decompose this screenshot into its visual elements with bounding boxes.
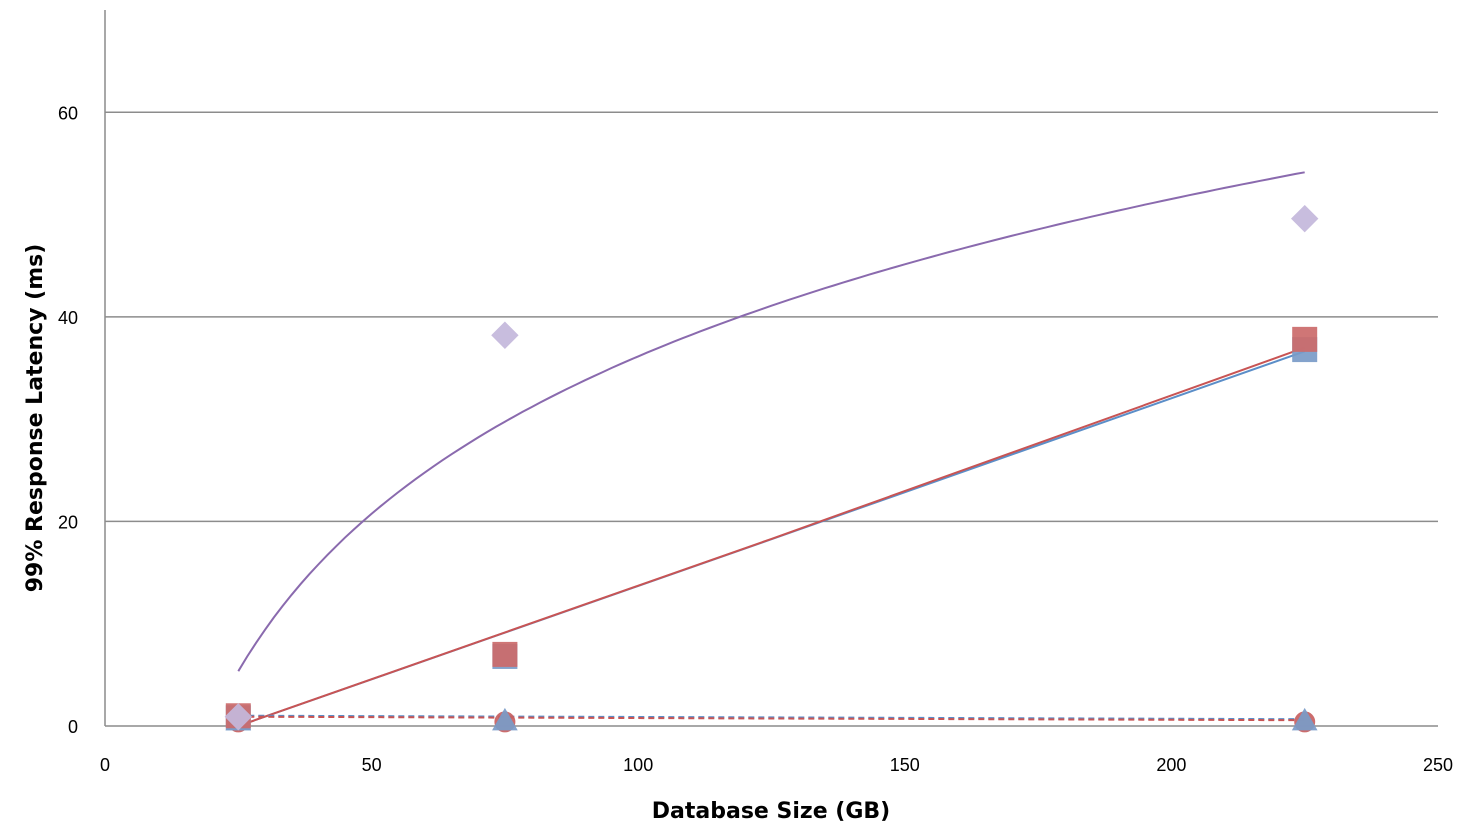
x-tick-label-150: 150 (890, 755, 920, 775)
trendline-3 (237, 171, 1305, 672)
gridlines (105, 111, 1438, 523)
y-axis-title: 99% Response Latency (ms) (23, 244, 48, 593)
series-2-point-3 (1292, 326, 1318, 352)
y-tick-label-40: 40 (58, 308, 78, 328)
series-4-point-3 (1291, 707, 1318, 731)
x-tick-label-50: 50 (362, 755, 382, 775)
y-tick-label-20: 20 (58, 512, 78, 532)
series-4-point-2 (492, 707, 518, 731)
x-tick-label-200: 200 (1156, 755, 1186, 775)
y-tick-labels: 0 20 40 60 (58, 103, 78, 737)
x-tick-label-0: 0 (100, 755, 110, 775)
y-tick-label-60: 60 (58, 103, 78, 123)
x-tick-label-100: 100 (623, 755, 653, 775)
x-axis-title: Database Size (GB) (652, 799, 890, 824)
trendline-2 (237, 346, 1306, 727)
x-tick-labels: 0 50 100 150 200 250 (100, 755, 1453, 775)
series-2-point-2 (492, 641, 518, 667)
trendlines (237, 171, 1306, 727)
trendline-5 (238, 715, 1305, 722)
series-3-point-3 (1290, 204, 1319, 233)
x-tick-label-250: 250 (1423, 755, 1453, 775)
axes (104, 10, 1438, 727)
y-tick-label-0: 0 (68, 717, 78, 737)
series-3-point-2 (491, 321, 519, 349)
series-3-point-1 (224, 703, 253, 731)
data-points (224, 204, 1319, 733)
trendline-4 (238, 714, 1305, 721)
